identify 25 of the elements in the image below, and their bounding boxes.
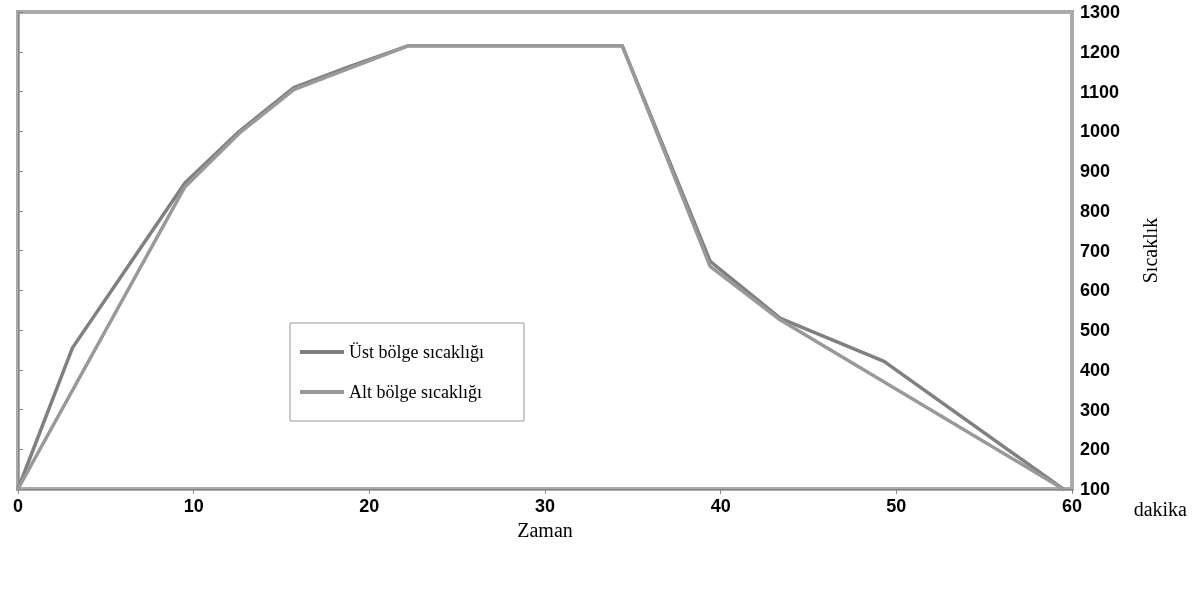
y-tick-label: 1300 xyxy=(1080,2,1121,22)
y-tick-label: 600 xyxy=(1080,280,1111,301)
x-tick-label: 0 xyxy=(12,496,24,516)
x-tick-label: 50 xyxy=(886,496,907,516)
legend-label: Üst bölge sıcaklığı xyxy=(349,342,484,362)
y-tick-label: 500 xyxy=(1080,320,1111,340)
text: dakika xyxy=(1133,498,1188,520)
y-tick-label: 700 xyxy=(1080,240,1111,261)
y-tick-label: 900 xyxy=(1080,161,1111,181)
x-tick-label: 40 xyxy=(710,496,731,516)
y-tick-label: 1000 xyxy=(1080,121,1121,142)
y-tick-label: 400 xyxy=(1080,359,1111,380)
y-tick-label: 100 xyxy=(1080,479,1111,499)
x-tick-label: 60 xyxy=(1061,496,1083,516)
y-axis-title: Sıcaklık xyxy=(1139,217,1161,284)
y-tick-label: 800 xyxy=(1080,200,1111,221)
y-tick-label: 300 xyxy=(1080,399,1111,420)
legend-label: Alt bölge sıcaklığı xyxy=(349,382,482,402)
x-tick-label: 30 xyxy=(534,496,556,516)
x-tick-label: 20 xyxy=(359,496,380,516)
y-tick-label: 1100 xyxy=(1080,81,1120,102)
y-tick-label: 200 xyxy=(1080,439,1111,460)
y-tick-label: 1200 xyxy=(1080,41,1121,62)
x-axis-title: Zaman xyxy=(517,518,573,541)
x-tick-label: 10 xyxy=(183,496,204,516)
